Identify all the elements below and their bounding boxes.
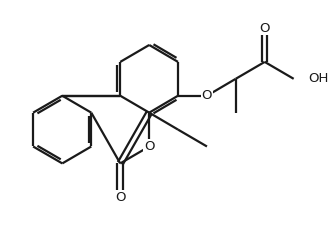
Text: O: O [260, 22, 270, 35]
Text: O: O [144, 140, 154, 153]
Text: OH: OH [308, 72, 328, 85]
Text: O: O [115, 191, 126, 204]
Text: O: O [202, 89, 212, 102]
